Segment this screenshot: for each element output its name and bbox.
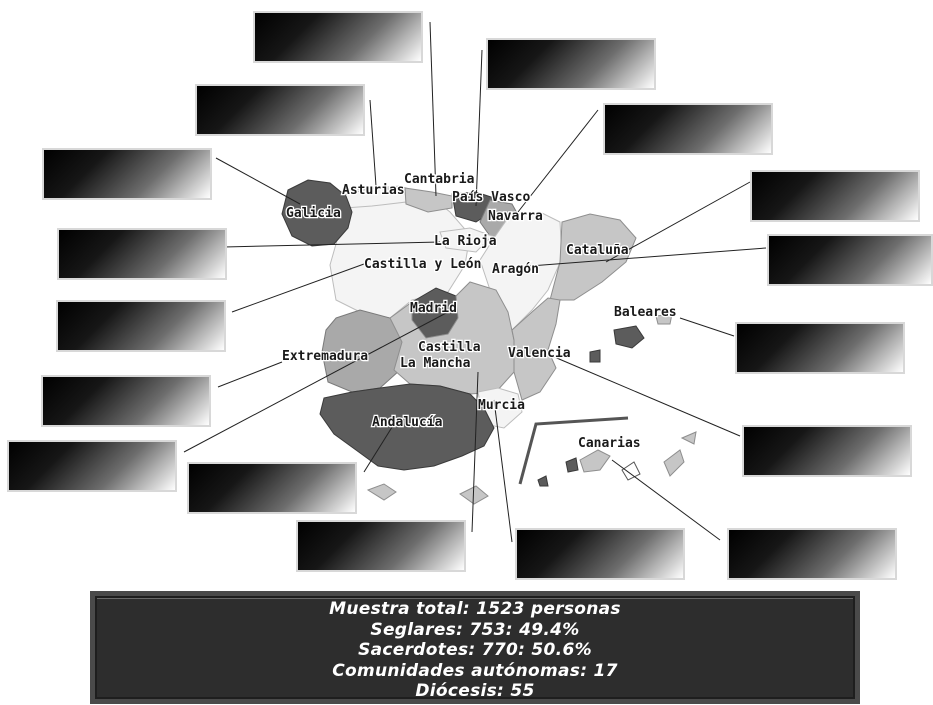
callout-extremadura [41, 375, 211, 427]
region-ceuta [366, 483, 397, 501]
region-melilla [459, 485, 489, 505]
callout-cantabria [253, 11, 423, 63]
summary-comunidades: Comunidades autónomas: 17 [332, 660, 618, 681]
region-baleares-menorca [655, 313, 673, 325]
label-galicia: Galicia [286, 206, 341, 221]
summary-diocesis: Diócesis: 55 [415, 681, 535, 701]
label-extremadura: Extremadura [282, 349, 368, 364]
label-murcia: Murcia [478, 398, 525, 413]
summary-panel: Muestra total: 1523 personas Seglares: 7… [90, 591, 860, 704]
callout-castilla-la-mancha [296, 520, 466, 572]
leader-lines [183, 21, 767, 543]
region-canarias [537, 431, 697, 487]
callout-pais-vasco [486, 38, 656, 90]
callout-castilla-leon [56, 300, 226, 352]
label-aragon: Aragón [492, 262, 539, 277]
region-galicia [281, 179, 353, 247]
label-pais-vasco: País Vasco [452, 190, 530, 205]
callout-canarias [727, 528, 897, 580]
region-valencia [511, 297, 561, 401]
label-andalucia: Andalucía [372, 415, 443, 430]
region-baleares-ibiza [589, 349, 601, 363]
region-baleares-mallorca [613, 325, 645, 349]
callout-la-rioja [57, 228, 227, 280]
callout-madrid [7, 440, 177, 492]
label-la-mancha: La Mancha [400, 356, 471, 371]
callout-baleares [735, 322, 905, 374]
label-madrid: Madrid [410, 301, 457, 316]
label-asturias: Asturias [342, 183, 405, 198]
label-valencia: Valencia [508, 346, 571, 361]
callout-andalucia [187, 462, 357, 514]
callout-navarra [603, 103, 773, 155]
label-baleares: Baleares [614, 305, 677, 320]
canarias-frame [518, 416, 629, 485]
region-la-rioja [439, 227, 493, 253]
label-canarias: Canarias [578, 436, 641, 451]
region-cantabria [404, 187, 453, 213]
callout-aragon [767, 234, 933, 286]
summary-sacerdotes: Sacerdotes: 770: 50.6% [358, 640, 592, 660]
label-cataluna: Cataluña [566, 243, 629, 258]
summary-seglares: Seglares: 753: 49.4% [370, 619, 580, 640]
region-andalucia [319, 383, 495, 471]
callout-asturias [195, 84, 365, 136]
label-navarra: Navarra [488, 209, 543, 224]
label-cantabria: Cantabria [404, 172, 475, 187]
label-castilla-leon: Castilla y León [364, 257, 481, 272]
callout-galicia [42, 148, 212, 200]
summary-total: Muestra total: 1523 personas [329, 599, 621, 619]
callout-murcia [515, 528, 685, 580]
label-castilla: Castilla [418, 340, 481, 355]
region-cataluna [549, 213, 637, 301]
callout-valencia [742, 425, 912, 477]
label-la-rioja: La Rioja [434, 234, 497, 249]
callout-cataluna [750, 170, 920, 222]
